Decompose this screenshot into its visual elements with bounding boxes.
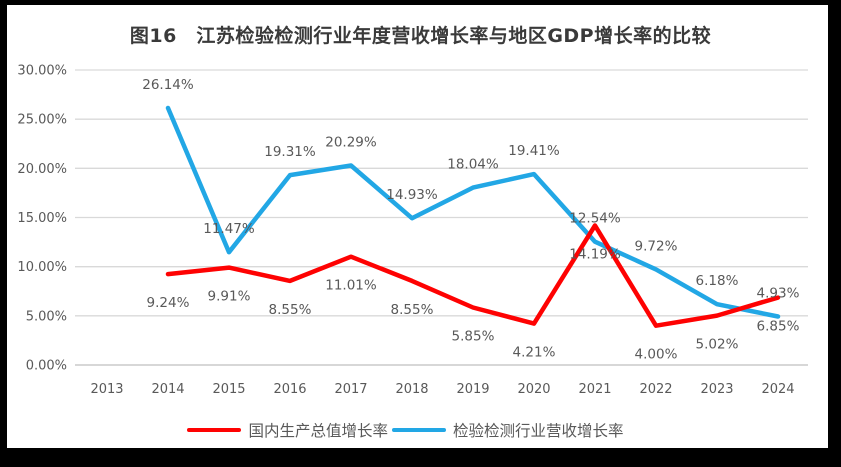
legend-label-gdp: 国内生产总值增长率 — [248, 422, 388, 440]
x-axis-label-2017: 2017 — [334, 382, 367, 397]
gdp-data-label-2014: 9.24% — [147, 295, 190, 311]
testing-data-label-2020: 19.41% — [508, 143, 560, 159]
y-axis-label-0pct: 0.00% — [26, 359, 67, 374]
gdp-data-label-2017: 11.01% — [325, 278, 377, 294]
testing-data-label-2021: 12.54% — [569, 211, 621, 227]
gdp-data-label-2024: 6.85% — [757, 319, 800, 335]
y-axis-label-15pct: 15.00% — [17, 211, 67, 226]
testing-data-label-2017: 20.29% — [325, 134, 377, 150]
testing-data-label-2018: 14.93% — [386, 187, 438, 203]
chart-background — [7, 5, 828, 448]
x-axis-label-2018: 2018 — [395, 382, 428, 397]
y-axis-label-30pct: 30.00% — [17, 64, 67, 79]
y-axis-label-5pct: 5.00% — [26, 309, 67, 324]
testing-data-label-2016: 19.31% — [264, 144, 316, 160]
gdp-data-label-2020: 4.21% — [513, 345, 556, 361]
gdp-data-label-2021: 14.19% — [569, 246, 621, 262]
testing-data-label-2014: 26.14% — [142, 77, 194, 93]
x-axis-label-2023: 2023 — [700, 382, 733, 397]
testing-series-swatch — [392, 427, 446, 433]
testing-line — [165, 105, 781, 319]
x-axis-label-2024: 2024 — [761, 382, 794, 397]
gdp-data-label-2023: 5.02% — [696, 337, 739, 353]
x-axis-label-2016: 2016 — [273, 382, 306, 397]
x-axis-label-2020: 2020 — [517, 382, 550, 397]
legend-item-gdp: 国内生产总值增长率 — [187, 419, 388, 441]
testing-data-label-2023: 6.18% — [696, 273, 739, 289]
x-axis-label-2015: 2015 — [212, 382, 245, 397]
legend-label-testing: 检验检测行业营收增长率 — [453, 422, 624, 440]
gdp-data-label-2015: 9.91% — [208, 289, 251, 305]
gdp-series-swatch — [187, 427, 242, 433]
gdp-line — [165, 223, 781, 328]
x-axis-label-2022: 2022 — [639, 382, 672, 397]
testing-data-label-2024: 4.93% — [757, 286, 800, 302]
y-axis-label-20pct: 20.00% — [17, 162, 67, 177]
y-axis-label-10pct: 10.00% — [17, 260, 67, 275]
y-axis-label-25pct: 25.00% — [17, 113, 67, 128]
chart-legend: 国内生产总值增长率 检验检测行业营收增长率 — [0, 419, 811, 441]
testing-data-label-2022: 9.72% — [635, 238, 678, 254]
x-axis-label-2019: 2019 — [456, 382, 489, 397]
x-axis-label-2013: 2013 — [90, 382, 123, 397]
gdp-data-label-2019: 5.85% — [452, 328, 495, 344]
testing-data-label-2015: 11.47% — [203, 221, 255, 237]
gdp-data-label-2018: 8.55% — [391, 302, 434, 318]
gdp-data-label-2016: 8.55% — [269, 302, 312, 318]
x-axis-label-2021: 2021 — [578, 382, 611, 397]
x-axis-label-2014: 2014 — [151, 382, 184, 397]
testing-data-label-2019: 18.04% — [447, 157, 499, 173]
chart-title: 图16 江苏检验检测行业年度营收增长率与地区GDP增长率的比较 — [129, 25, 712, 47]
gdp-data-label-2022: 4.00% — [635, 347, 678, 363]
legend-item-testing: 检验检测行业营收增长率 — [392, 419, 624, 441]
